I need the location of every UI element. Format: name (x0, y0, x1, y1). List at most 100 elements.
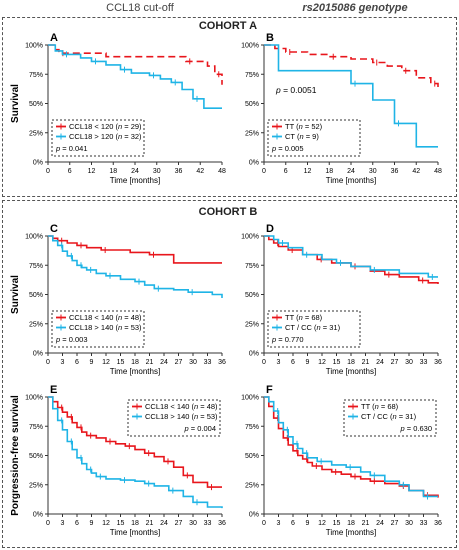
panel-label: E (50, 384, 57, 396)
panel-label: C (50, 223, 58, 235)
y-tick-label: 50% (245, 292, 259, 299)
x-tick-label: 27 (391, 359, 399, 366)
p-value: p = 0.630 (400, 424, 433, 433)
column-header-ccl18: CCL18 cut-off (106, 2, 174, 14)
column-header-genotype: rs2015086 genotype (302, 2, 408, 14)
panel-a: A 0% 25% 50% 75% 100% 0 6 12 18 24 30 36 42 48 Time [mo… (10, 32, 226, 185)
x-tick-label: 30 (405, 359, 413, 366)
x-tick-label: 27 (175, 359, 183, 366)
y-tick-label: 100% (25, 395, 43, 402)
x-tick-label: 18 (347, 520, 355, 527)
x-tick-label: 36 (218, 520, 226, 527)
y-axis-label: Porgression-free survival (10, 395, 21, 516)
x-tick-label: 24 (376, 359, 384, 366)
y-tick-label: 50% (29, 101, 43, 108)
x-tick-label: 12 (102, 359, 110, 366)
x-tick-label: 27 (391, 520, 399, 527)
x-tick-label: 18 (325, 168, 333, 175)
x-tick-label: 36 (218, 359, 226, 366)
x-tick-label: 15 (333, 520, 341, 527)
cohort-b-title: COHORT B (198, 206, 258, 218)
legend-label: CT / CC (n = 31) (285, 323, 341, 332)
x-tick-label: 12 (88, 168, 96, 175)
x-tick-label: 12 (318, 359, 326, 366)
x-tick-label: 0 (262, 168, 266, 175)
y-tick-label: 0% (33, 351, 43, 358)
x-tick-label: 15 (117, 520, 125, 527)
legend-label: CT / CC (n = 31) (361, 412, 417, 421)
p-value-annotation: p = 0.0051 (275, 85, 317, 95)
x-tick-label: 30 (189, 359, 197, 366)
x-tick-label: 18 (109, 168, 117, 175)
y-tick-label: 75% (29, 263, 43, 270)
legend-label: CCL18 > 140 (n = 53) (69, 323, 142, 332)
series-line-2 (264, 235, 438, 278)
y-tick-label: 75% (245, 424, 259, 431)
legend-label: TT (n = 52) (285, 122, 323, 131)
p-value: p = 0.003 (55, 335, 88, 344)
panel-e: E0%25%50%75%100%0 3 6 9 12 15 18 21 24 27 30 33 36Ti… (10, 384, 226, 537)
y-tick-label: 25% (245, 482, 259, 489)
series-line-1 (48, 235, 222, 264)
y-tick-label: 50% (245, 101, 259, 108)
x-axis-label: Time [months] (326, 176, 376, 185)
x-tick-label: 6 (75, 520, 79, 527)
legend-box (343, 399, 437, 437)
x-tick-label: 0 (46, 520, 50, 527)
y-tick-label: 100% (25, 43, 43, 50)
x-tick-label: 21 (146, 359, 154, 366)
x-tick-label: 33 (204, 359, 212, 366)
x-tick-label: 3 (277, 359, 281, 366)
y-tick-label: 75% (245, 72, 259, 79)
series-line-2 (48, 44, 222, 109)
x-tick-label: 0 (262, 520, 266, 527)
x-tick-label: 36 (434, 520, 442, 527)
y-tick-label: 50% (29, 292, 43, 299)
x-tick-label: 6 (75, 359, 79, 366)
x-tick-label: 6 (291, 520, 295, 527)
y-tick-label: 0% (249, 512, 259, 519)
x-tick-label: 3 (277, 520, 281, 527)
y-tick-label: 75% (29, 424, 43, 431)
x-tick-label: 6 (68, 168, 72, 175)
legend-label: TT (n = 68) (361, 402, 399, 411)
x-tick-label: 24 (160, 520, 168, 527)
y-tick-label: 0% (33, 512, 43, 519)
x-tick-label: 24 (376, 520, 384, 527)
cohort-a-frame (2, 17, 457, 197)
x-tick-label: 15 (117, 359, 125, 366)
p-value: p = 0.770 (271, 335, 304, 344)
y-tick-label: 25% (29, 130, 43, 137)
legend-box (267, 310, 361, 348)
legend-label: CCL18 > 140 (n = 53) (145, 412, 218, 421)
series-line-2 (264, 396, 438, 498)
x-tick-label: 18 (131, 359, 139, 366)
panel-c: C0%25%50%75%100%0 3 6 9 12 15 18 21 24 27 30 33 36Ti… (10, 223, 226, 376)
y-tick-label: 0% (249, 160, 259, 167)
y-tick-label: 25% (245, 321, 259, 328)
x-tick-label: 36 (175, 168, 183, 175)
cohort-b-frame (2, 200, 457, 548)
y-tick-label: 100% (241, 395, 259, 402)
x-tick-label: 9 (90, 520, 94, 527)
x-tick-label: 24 (131, 168, 139, 175)
y-tick-label: 100% (241, 43, 259, 50)
x-tick-label: 18 (131, 520, 139, 527)
x-tick-label: 30 (369, 168, 377, 175)
series-line-2 (264, 44, 438, 148)
x-tick-label: 12 (304, 168, 312, 175)
y-axis-label: Survival (10, 84, 21, 123)
x-tick-label: 9 (306, 359, 310, 366)
y-tick-label: 25% (245, 130, 259, 137)
x-axis-label: Time [months] (326, 528, 376, 537)
x-tick-label: 33 (204, 520, 212, 527)
series-line-2 (48, 235, 223, 298)
x-tick-label: 30 (189, 520, 197, 527)
x-tick-label: 24 (160, 359, 168, 366)
y-tick-label: 25% (29, 482, 43, 489)
y-tick-label: 0% (249, 351, 259, 358)
x-tick-label: 6 (291, 359, 295, 366)
y-axis-label: Survival (10, 275, 21, 314)
x-axis-label: Time [months] (110, 367, 160, 376)
